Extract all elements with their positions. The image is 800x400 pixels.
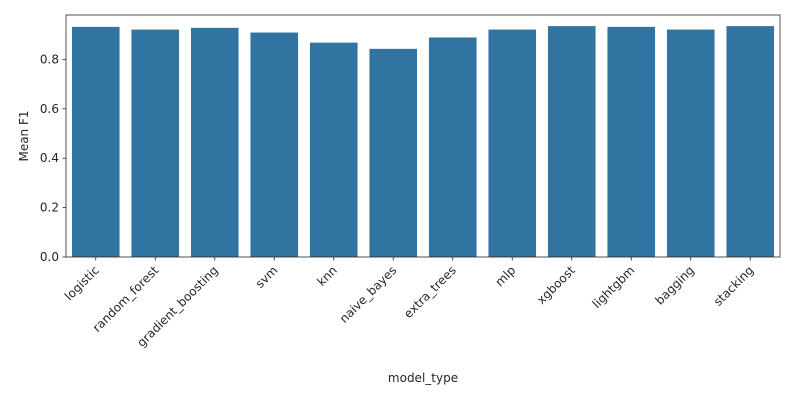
y-axis-label: Mean F1 <box>17 110 31 161</box>
bar-xgboost <box>547 26 596 258</box>
y-tick-label: 0.6 <box>40 102 59 116</box>
bar-extra-trees <box>428 37 477 257</box>
bar-lightgbm <box>607 26 656 258</box>
bar-knn <box>309 42 358 258</box>
y-tick-label: 0.4 <box>40 151 59 165</box>
bar-mlp <box>488 29 537 258</box>
y-axis-ticks: 0.0 0.2 0.4 0.6 0.8 <box>40 52 66 264</box>
y-tick-label: 0.2 <box>40 201 59 215</box>
bar-logistic <box>71 26 120 258</box>
y-tick-label: 0.0 <box>40 250 59 264</box>
bar-random-forest <box>131 29 180 258</box>
bar-gradient-boosting <box>190 27 239 257</box>
bar-stacking <box>726 26 775 258</box>
bar-naive-bayes <box>369 48 418 257</box>
bars-group <box>71 26 775 258</box>
bar-bagging <box>666 29 715 258</box>
plot-frame <box>65 14 781 258</box>
x-axis-label: model_type <box>388 371 458 385</box>
y-tick-label: 0.8 <box>40 52 59 66</box>
bar-svm <box>250 32 299 257</box>
